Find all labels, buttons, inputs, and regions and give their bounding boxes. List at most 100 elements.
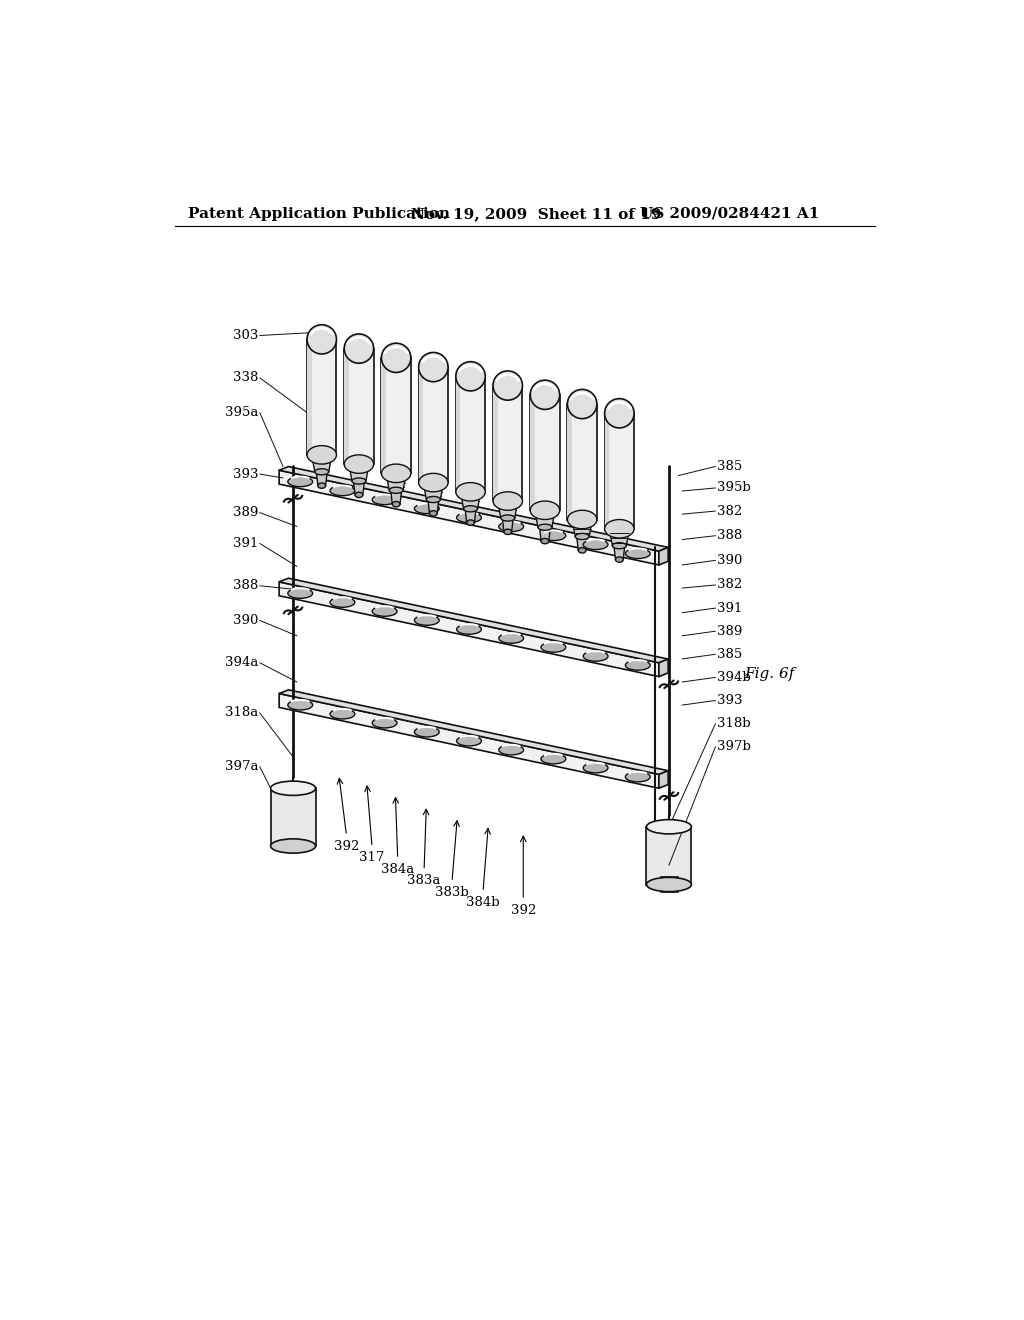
Text: 390: 390 (717, 554, 742, 566)
Ellipse shape (584, 651, 608, 661)
Ellipse shape (381, 465, 411, 483)
Ellipse shape (415, 504, 439, 513)
Text: 391: 391 (232, 537, 258, 550)
Polygon shape (498, 502, 518, 517)
Ellipse shape (464, 506, 477, 512)
Text: 392: 392 (334, 840, 359, 853)
Ellipse shape (270, 840, 315, 853)
Ellipse shape (330, 597, 355, 607)
Text: 318a: 318a (225, 706, 258, 719)
Ellipse shape (372, 606, 397, 616)
Polygon shape (280, 466, 669, 552)
Polygon shape (456, 376, 485, 492)
Text: 397a: 397a (224, 760, 258, 774)
Ellipse shape (355, 492, 362, 498)
Ellipse shape (372, 495, 397, 504)
Ellipse shape (499, 521, 523, 532)
Ellipse shape (504, 529, 512, 535)
Ellipse shape (615, 557, 624, 562)
Text: 395a: 395a (225, 407, 258, 418)
Polygon shape (662, 876, 678, 892)
Ellipse shape (288, 589, 312, 598)
Polygon shape (577, 536, 588, 550)
Polygon shape (461, 492, 480, 508)
Polygon shape (604, 413, 634, 529)
Polygon shape (503, 517, 513, 532)
Polygon shape (428, 499, 438, 513)
Text: 338: 338 (232, 371, 258, 384)
Text: 395b: 395b (717, 482, 751, 495)
Polygon shape (658, 548, 669, 565)
Text: 384b: 384b (466, 896, 500, 909)
Polygon shape (270, 788, 315, 846)
Ellipse shape (604, 399, 634, 428)
Polygon shape (493, 385, 498, 502)
Ellipse shape (344, 455, 374, 474)
Text: 384a: 384a (381, 863, 415, 876)
Ellipse shape (541, 531, 566, 541)
Ellipse shape (499, 744, 523, 755)
Polygon shape (307, 339, 311, 455)
Polygon shape (391, 490, 401, 504)
Polygon shape (493, 385, 522, 502)
Ellipse shape (575, 533, 589, 540)
Polygon shape (419, 367, 449, 483)
Polygon shape (349, 465, 369, 480)
Polygon shape (535, 511, 555, 527)
Text: 317: 317 (359, 851, 385, 865)
Ellipse shape (381, 343, 411, 372)
Polygon shape (609, 529, 630, 545)
Text: 394b: 394b (717, 671, 751, 684)
Ellipse shape (429, 511, 437, 516)
Ellipse shape (541, 754, 566, 764)
Ellipse shape (419, 352, 449, 381)
Text: 393: 393 (717, 694, 742, 708)
Ellipse shape (352, 478, 366, 484)
Polygon shape (280, 690, 669, 775)
Polygon shape (280, 582, 658, 677)
Text: Patent Application Publication: Patent Application Publication (188, 207, 451, 220)
Polygon shape (344, 348, 349, 465)
Polygon shape (307, 339, 337, 455)
Ellipse shape (584, 540, 608, 549)
Ellipse shape (456, 483, 485, 502)
Ellipse shape (317, 483, 326, 488)
Ellipse shape (501, 515, 515, 521)
Polygon shape (280, 693, 658, 788)
Ellipse shape (307, 325, 337, 354)
Text: 390: 390 (232, 614, 258, 627)
Polygon shape (530, 395, 560, 511)
Ellipse shape (270, 781, 315, 796)
Ellipse shape (467, 520, 474, 525)
Ellipse shape (415, 615, 439, 626)
Polygon shape (567, 404, 572, 520)
Text: Fig. 6f: Fig. 6f (744, 668, 795, 681)
Text: 392: 392 (511, 904, 536, 917)
Ellipse shape (314, 469, 329, 475)
Text: 383b: 383b (435, 886, 469, 899)
Text: 397b: 397b (717, 741, 751, 754)
Ellipse shape (415, 727, 439, 737)
Ellipse shape (419, 474, 449, 492)
Text: 383a: 383a (408, 874, 440, 887)
Ellipse shape (626, 772, 650, 781)
Text: 389: 389 (717, 624, 742, 638)
Ellipse shape (626, 549, 650, 558)
Text: 388: 388 (717, 529, 742, 543)
Text: 388: 388 (232, 579, 258, 593)
Text: 303: 303 (232, 329, 258, 342)
Polygon shape (540, 527, 550, 541)
Ellipse shape (426, 496, 440, 503)
Text: 391: 391 (717, 602, 742, 615)
Polygon shape (465, 508, 476, 523)
Ellipse shape (530, 502, 560, 520)
Ellipse shape (584, 763, 608, 774)
Ellipse shape (389, 487, 403, 494)
Polygon shape (423, 483, 443, 499)
Polygon shape (567, 404, 597, 520)
Ellipse shape (541, 539, 549, 544)
Ellipse shape (330, 486, 355, 495)
Ellipse shape (288, 477, 312, 487)
Ellipse shape (499, 634, 523, 643)
Ellipse shape (392, 502, 400, 507)
